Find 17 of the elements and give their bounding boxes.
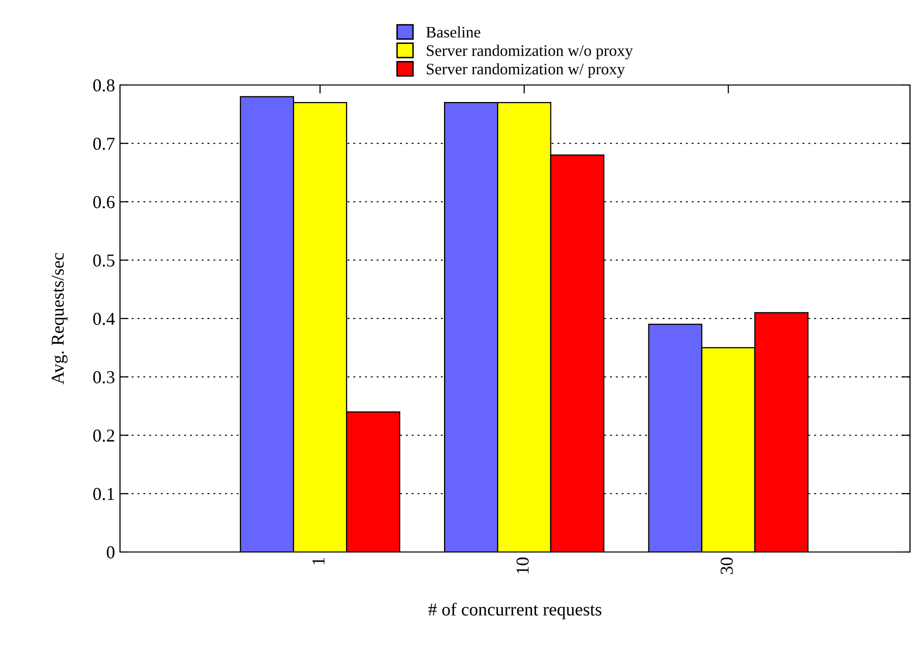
x-tick-label: 1	[312, 558, 324, 564]
x-tick-label: 10	[516, 558, 529, 574]
y-tick-label: 0.1	[93, 488, 114, 500]
y-tick-label: 0.6	[93, 196, 115, 208]
legend-label: Server randomization w/o proxy	[426, 44, 633, 60]
y-tick-label: 0.3	[93, 371, 114, 384]
y-tick-label: 0.4	[93, 312, 115, 326]
y-tick-label: 0.2	[93, 430, 114, 442]
y-tick-label: 0.5	[93, 254, 114, 267]
y-tick-label: 0	[106, 546, 114, 558]
x-tick-label: 30	[720, 558, 733, 574]
y-tick-label: 0.7	[93, 138, 115, 150]
legend-label: Baseline	[426, 26, 480, 38]
y-axis-title: Avg. Requests/sec	[52, 253, 68, 384]
x-axis-title: # of concurrent requests	[428, 602, 602, 620]
y-tick-label: 0.8	[93, 79, 114, 92]
legend-label: Server randomization w/ proxy	[426, 63, 625, 78]
